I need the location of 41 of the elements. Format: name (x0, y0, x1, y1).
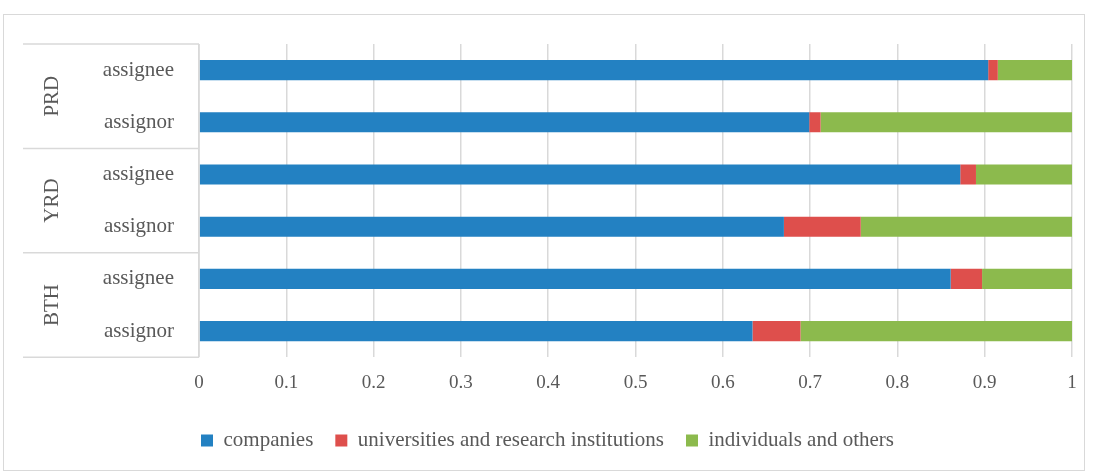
legend-label: individuals and others (708, 427, 894, 452)
y-tick-label: assignee (102, 56, 174, 81)
bar (982, 268, 1072, 289)
x-tick-label: 0.7 (798, 370, 822, 392)
bar (820, 112, 1072, 133)
bar (199, 321, 753, 342)
x-tick-label: 0.6 (710, 370, 735, 392)
x-tick-label: 0.9 (972, 370, 997, 392)
bar (752, 321, 801, 342)
y-tick-label: assignor (104, 317, 174, 342)
bar (809, 112, 821, 133)
y-tick-label: assignee (102, 265, 174, 290)
y-tick-label: assignor (104, 213, 174, 238)
text: YRD (39, 178, 64, 223)
bar (783, 216, 861, 237)
bar (950, 268, 983, 289)
bar (199, 60, 989, 81)
x-tick-label: 0.2 (361, 370, 386, 392)
bar (199, 216, 784, 237)
bar (975, 164, 1072, 185)
x-tick-label: 0.8 (885, 370, 910, 392)
bar (199, 268, 951, 289)
x-tick-label: 0 (194, 370, 204, 392)
x-tick-label: 1 (1067, 370, 1077, 392)
y-tick-label: assignor (104, 108, 174, 133)
y-tick-label: assignee (102, 161, 174, 186)
text: BTH (39, 284, 64, 326)
bar (997, 60, 1072, 81)
bar (960, 164, 976, 185)
bar (199, 164, 961, 185)
legend-label: companies (223, 427, 314, 452)
x-tick-label: 0.5 (623, 370, 648, 392)
x-tick-label: 0.4 (536, 370, 561, 392)
bar (860, 216, 1072, 237)
bar (988, 60, 998, 81)
bar (800, 321, 1072, 342)
x-tick-label: 0.3 (449, 370, 473, 392)
legend-label: universities and research institutions (357, 427, 665, 452)
x-tick-label: 0.1 (274, 370, 299, 392)
bar (199, 112, 810, 133)
text: PRD (39, 75, 64, 117)
